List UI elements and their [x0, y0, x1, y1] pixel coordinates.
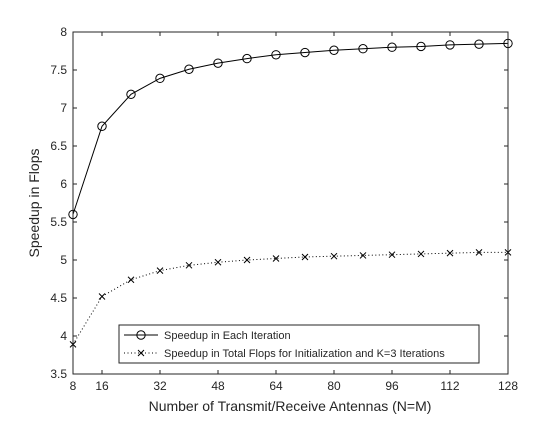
y-axis-label: Speedup in Flops: [26, 149, 42, 258]
series-1-point: [358, 44, 368, 54]
x-axis-label: Number of Transmit/Receive Antennas (N=M…: [149, 398, 432, 414]
legend-label-2: Speedup in Total Flops for Initializatio…: [164, 348, 445, 360]
x-tick-label: 48: [211, 379, 225, 393]
x-tick-label: 64: [269, 379, 283, 393]
series-1-point: [155, 73, 165, 84]
series-1-point: [300, 47, 310, 58]
legend-marker-1: [136, 330, 146, 340]
series-1: [68, 38, 513, 220]
y-tick-label: 6.5: [50, 139, 67, 153]
y-tick-label: 8: [60, 25, 67, 39]
series-1-point: [474, 39, 484, 49]
series-1-point: [271, 50, 281, 60]
series-2-point: [475, 249, 483, 256]
series-2-point: [185, 261, 193, 269]
series-2-point: [214, 258, 222, 266]
series-2-point: [388, 251, 396, 259]
x-tick-label: 112: [440, 379, 459, 393]
x-tick-label: 128: [498, 379, 518, 393]
series-2-point: [127, 276, 135, 284]
series-1-point: [387, 42, 397, 52]
axes-box: [72, 31, 509, 375]
legend-label-1: Speedup in Each Iteration: [164, 330, 291, 342]
series-1-point: [126, 89, 136, 100]
y-tick-label: 4: [60, 329, 67, 343]
series-2-line: [72, 251, 508, 345]
series-1-point: [97, 121, 107, 131]
plot-area: [73, 32, 508, 374]
series-1-point: [416, 41, 426, 52]
x-tick-label: 8: [70, 379, 77, 393]
x-tick-label: 16: [95, 379, 109, 393]
y-tick-label: 7: [60, 101, 67, 115]
series-1-line: [72, 42, 509, 215]
y-tick-label: 5.5: [50, 215, 67, 229]
series-2-point: [301, 253, 309, 261]
x-tick-label: 80: [327, 379, 341, 393]
x-tick-label: 96: [385, 379, 399, 393]
series-1-point: [242, 53, 252, 64]
legend-marker-2: [137, 349, 145, 357]
series-2-point: [330, 252, 338, 260]
y-tick-label: 3.5: [50, 367, 67, 381]
y-tick-label: 4.5: [50, 291, 67, 305]
series-2-point: [98, 293, 106, 300]
series-2-point: [243, 256, 251, 264]
series-1-point: [329, 45, 339, 55]
series-2-point: [359, 252, 367, 259]
series-2-point: [446, 249, 454, 257]
x-tick-label: 32: [153, 379, 167, 393]
series-2-point: [272, 255, 280, 262]
y-tick-label: 6: [60, 177, 67, 191]
y-tick-label: 5: [60, 253, 67, 267]
series-1-point: [445, 40, 455, 50]
series-2-point: [156, 267, 164, 274]
series-1-point: [184, 64, 194, 74]
series-2-point: [417, 250, 425, 258]
series-1-point: [213, 58, 223, 68]
y-tick-label: 7.5: [50, 63, 67, 77]
legend: Speedup in Each Iteration Speedup in Tota…: [118, 324, 480, 364]
series-2: [69, 249, 512, 348]
legend-box: [118, 324, 480, 364]
